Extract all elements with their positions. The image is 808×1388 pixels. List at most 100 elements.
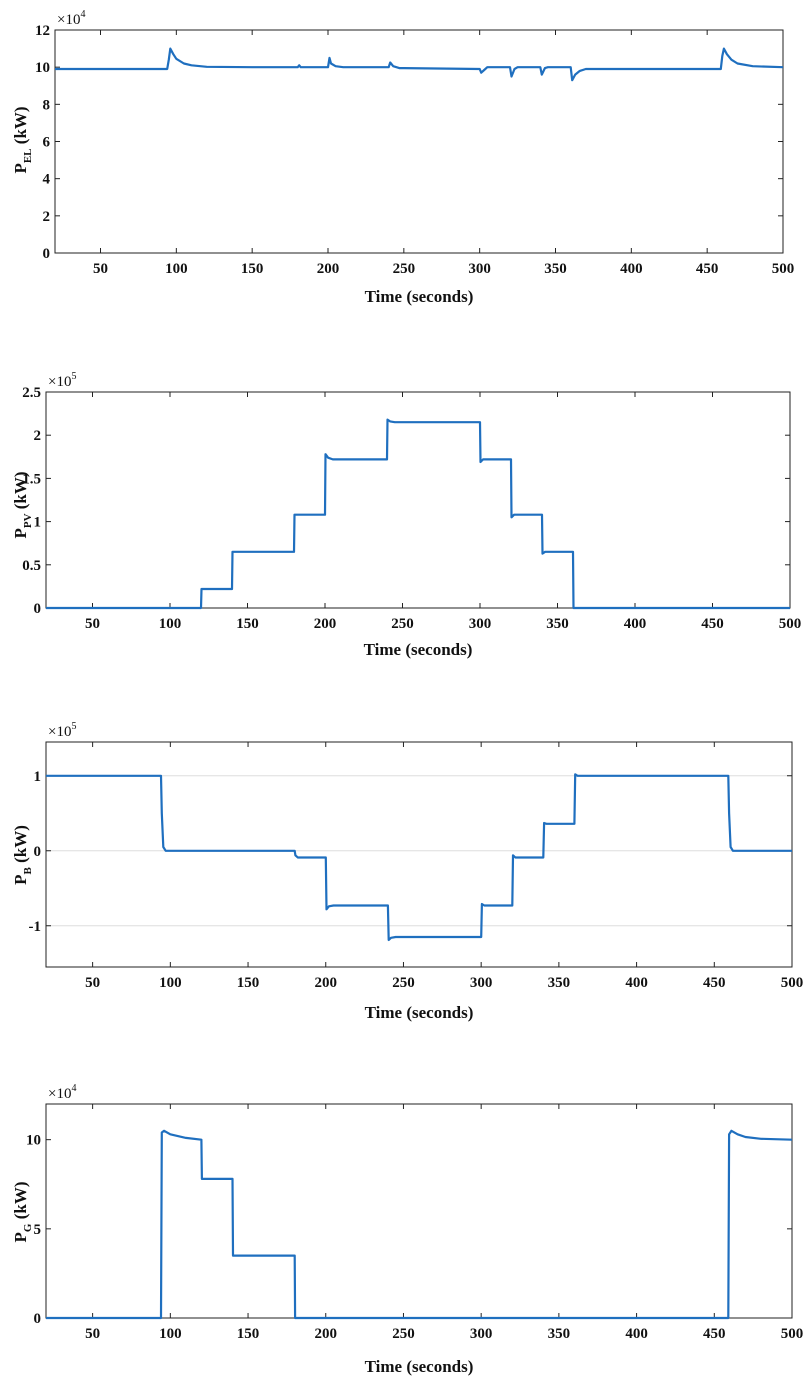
x-tick-label: 50 bbox=[85, 616, 100, 632]
axes-box bbox=[45, 1103, 793, 1319]
x-tick-label: 500 bbox=[781, 1326, 804, 1342]
x-tick-label: 50 bbox=[85, 975, 100, 991]
y-axis-label-subscript: EL bbox=[22, 148, 34, 163]
y-tick-label: 2.5 bbox=[22, 385, 41, 401]
axis-multiplier-exponent: 5 bbox=[71, 371, 76, 382]
x-tick-label: 150 bbox=[236, 616, 259, 632]
x-tick-label: 150 bbox=[237, 975, 260, 991]
x-tick-label: 250 bbox=[392, 975, 415, 991]
x-axis-label: Time (seconds) bbox=[365, 1357, 474, 1376]
subplot-pel: 50 100 150 200 250 300 350 400 450 500 0 2 4 6 8 10 12 ×1… bbox=[11, 9, 794, 306]
subplot-ppv: 50 100 150 200 250 300 350 400 450 500 0 0.5 1 1.5 2 2.… bbox=[11, 371, 801, 659]
axis-multiplier: ×105 bbox=[48, 721, 76, 740]
y-axis-label-unit: (kW) bbox=[11, 1182, 30, 1224]
x-tick-label: 300 bbox=[470, 1326, 493, 1342]
y-tick-label: 10 bbox=[35, 60, 50, 76]
y-tick-label: 1 bbox=[34, 769, 42, 785]
y-axis-label: PEL (kW) bbox=[11, 106, 34, 173]
axis-multiplier: ×105 bbox=[48, 371, 76, 390]
x-tick-label: 200 bbox=[314, 616, 337, 632]
y-axis-label: PG (kW) bbox=[11, 1182, 34, 1243]
y-tick-label: 1.5 bbox=[22, 471, 41, 487]
y-tick-label: -1 bbox=[29, 919, 42, 935]
subplot-pg: 50 100 150 200 250 300 350 400 450 500 0 5 10 ×104 Tim… bbox=[11, 1083, 803, 1376]
x-tick-label: 150 bbox=[237, 1326, 260, 1342]
x-tick-label: 200 bbox=[317, 261, 340, 277]
y-tick-label: 0.5 bbox=[22, 558, 41, 574]
x-tick-label: 450 bbox=[703, 975, 726, 991]
axis-multiplier-base: ×10 bbox=[57, 12, 80, 28]
axis-multiplier-base: ×10 bbox=[48, 1086, 71, 1102]
x-tick-label: 400 bbox=[624, 616, 647, 632]
x-tick-label: 150 bbox=[241, 261, 264, 277]
x-tick-label: 250 bbox=[392, 1326, 415, 1342]
axis-multiplier-base: ×10 bbox=[48, 724, 71, 740]
y-tick-label: 0 bbox=[34, 844, 42, 860]
x-tick-label: 400 bbox=[625, 1326, 648, 1342]
y-tick-label: 8 bbox=[43, 97, 51, 113]
x-tick-label: 100 bbox=[159, 616, 182, 632]
series-line-ppv bbox=[46, 418, 790, 610]
x-tick-label: 500 bbox=[772, 261, 795, 277]
x-tick-label: 100 bbox=[165, 261, 188, 277]
x-tick-label: 500 bbox=[779, 616, 802, 632]
y-axis-label-subscript: B bbox=[22, 866, 34, 874]
x-tick-label: 450 bbox=[701, 616, 724, 632]
x-tick-label: 450 bbox=[696, 261, 719, 277]
y-tick-label: 12 bbox=[35, 23, 50, 39]
y-axis-label-symbol: P bbox=[11, 528, 30, 538]
y-tick-label: 6 bbox=[43, 135, 51, 151]
y-tick-label: 4 bbox=[43, 172, 51, 188]
x-tick-label: 400 bbox=[625, 975, 648, 991]
x-tick-label: 200 bbox=[315, 975, 338, 991]
y-tick-label: 2 bbox=[34, 428, 42, 444]
y-tick-label: 0 bbox=[43, 246, 51, 262]
y-axis-label-subscript: PV bbox=[22, 513, 34, 528]
x-tick-label: 300 bbox=[469, 616, 492, 632]
y-axis-label-symbol: P bbox=[11, 163, 30, 173]
y-axis-label-unit: (kW) bbox=[11, 106, 30, 148]
series-line-pel bbox=[55, 47, 784, 82]
axis-multiplier-exponent: 5 bbox=[71, 721, 76, 732]
x-tick-label: 300 bbox=[470, 975, 493, 991]
y-tick-label: 0 bbox=[34, 1311, 42, 1327]
x-tick-label: 350 bbox=[546, 616, 569, 632]
x-tick-label: 100 bbox=[159, 1326, 182, 1342]
y-axis-label-unit: (kW) bbox=[11, 471, 30, 513]
y-axis-label-symbol: P bbox=[11, 874, 30, 884]
x-tick-label: 50 bbox=[93, 261, 108, 277]
x-tick-label: 50 bbox=[85, 1326, 100, 1342]
x-tick-label: 250 bbox=[393, 261, 416, 277]
x-tick-label: 350 bbox=[544, 261, 567, 277]
axis-multiplier-base: ×10 bbox=[48, 374, 71, 390]
axis-multiplier: ×104 bbox=[57, 9, 85, 28]
y-axis-label-subscript: G bbox=[22, 1223, 34, 1232]
y-axis-label: PPV (kW) bbox=[11, 471, 34, 538]
y-tick-label: 10 bbox=[26, 1133, 41, 1149]
y-tick-label: 2 bbox=[43, 209, 51, 225]
x-tick-label: 300 bbox=[468, 261, 491, 277]
axes-box bbox=[54, 29, 784, 254]
axes-box bbox=[45, 741, 793, 968]
x-tick-label: 100 bbox=[159, 975, 182, 991]
x-axis-label: Time (seconds) bbox=[365, 287, 474, 306]
x-tick-label: 450 bbox=[703, 1326, 726, 1342]
y-tick-label: 1 bbox=[34, 515, 42, 531]
y-axis-label-symbol: P bbox=[11, 1232, 30, 1242]
series-line-pg bbox=[46, 1129, 793, 1320]
x-tick-label: 350 bbox=[548, 975, 571, 991]
axis-multiplier-exponent: 4 bbox=[80, 9, 85, 20]
subplot-pb: 50 100 150 200 250 300 350 400 450 500 -1 0 1 ×105 Tim… bbox=[11, 721, 803, 1022]
x-tick-label: 200 bbox=[315, 1326, 338, 1342]
x-tick-label: 400 bbox=[620, 261, 643, 277]
y-axis-label-unit: (kW) bbox=[11, 825, 30, 867]
x-axis-label: Time (seconds) bbox=[365, 1003, 474, 1022]
axis-multiplier-exponent: 4 bbox=[71, 1083, 76, 1094]
x-tick-label: 250 bbox=[391, 616, 414, 632]
axes-box bbox=[45, 391, 791, 609]
y-tick-label: 0 bbox=[34, 601, 42, 617]
axis-multiplier: ×104 bbox=[48, 1083, 76, 1102]
series-line-pb bbox=[46, 773, 792, 942]
